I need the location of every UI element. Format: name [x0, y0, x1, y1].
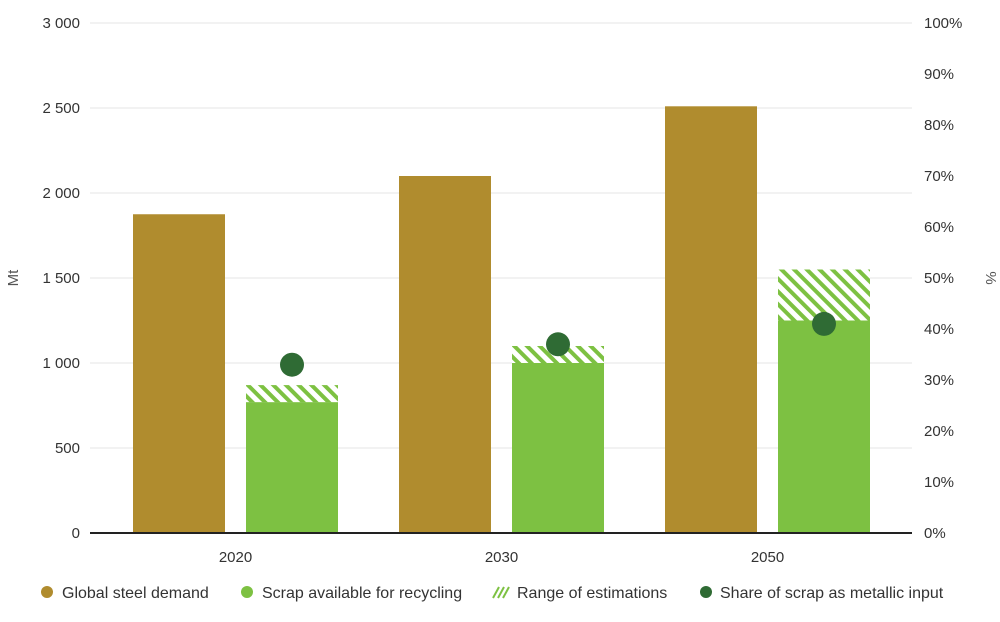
y-tick-label: 1 000 [42, 355, 80, 372]
y-tick-label: 2 500 [42, 100, 80, 117]
legend-swatch-share [700, 586, 712, 598]
gridlines [90, 22, 912, 449]
legend-label-demand: Global steel demand [62, 585, 209, 602]
share-point-2050 [812, 311, 836, 336]
y2-tick-label: 60% [924, 219, 954, 236]
y2-axis-title: % [982, 271, 999, 284]
legend-label-scrap: Scrap available for recycling [262, 585, 462, 602]
x-tick-label-2030: 2030 [485, 549, 518, 566]
legend: Global steel demand Scrap available for … [41, 585, 944, 602]
share-points [280, 311, 836, 377]
bar-demand-2050 [665, 106, 757, 534]
bar-demand-2030 [399, 176, 491, 533]
legend-item-share: Share of scrap as metallic input [700, 585, 944, 602]
range-hatch-2020 [246, 385, 338, 403]
bar-scrap-2030 [512, 363, 604, 533]
bars [133, 106, 870, 534]
bar-scrap-2020 [246, 402, 338, 533]
share-point-2030 [546, 332, 570, 357]
y-tick-label: 2 000 [42, 185, 80, 202]
legend-swatch-demand [41, 586, 53, 598]
y2-tick-label: 50% [924, 270, 954, 287]
y-tick-label: 3 000 [42, 15, 80, 32]
share-point-2020 [280, 352, 304, 377]
y-axis-title: Mt [5, 269, 22, 286]
y-tick-label: 0 [72, 525, 80, 542]
bar-scrap-2050 [778, 320, 870, 533]
legend-item-demand: Global steel demand [41, 585, 209, 602]
y2-tick-label: 0% [924, 525, 946, 542]
legend-label-range: Range of estimations [517, 585, 667, 602]
y2-tick-label: 30% [924, 372, 954, 389]
y2-tick-label: 20% [924, 423, 954, 440]
x-tick-label-2020: 2020 [219, 549, 252, 566]
y-tick-label: 500 [55, 440, 80, 457]
y2-tick-label: 40% [924, 321, 954, 338]
y2-tick-label: 10% [924, 474, 954, 491]
y2-tick-label: 70% [924, 168, 954, 185]
y2-tick-label: 100% [924, 15, 962, 32]
legend-swatch-range [492, 586, 510, 599]
bar-demand-2020 [133, 214, 225, 533]
y2-tick-label: 80% [924, 117, 954, 134]
y-tick-label: 1 500 [42, 270, 80, 287]
legend-item-range: Range of estimations [492, 585, 667, 602]
tick-labels: 0 500 1 000 1 500 2 000 2 500 3 000 0% 10% 20% 30%… [42, 15, 962, 566]
y2-tick-label: 90% [924, 66, 954, 83]
legend-swatch-scrap [241, 586, 253, 598]
legend-label-share: Share of scrap as metallic input [720, 585, 944, 602]
legend-item-scrap: Scrap available for recycling [241, 585, 462, 602]
x-tick-label-2050: 2050 [751, 549, 784, 566]
